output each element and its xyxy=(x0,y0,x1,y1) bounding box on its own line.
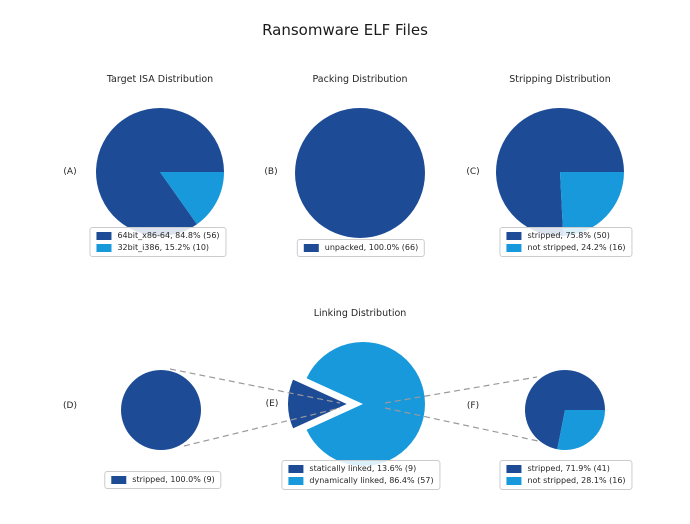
pie-D xyxy=(121,370,201,450)
pie-A-slice-32bit-i386 xyxy=(160,172,224,225)
pie-B xyxy=(295,108,425,238)
legend-item: 32bit_i386, 15.2% (10) xyxy=(96,243,219,253)
legend-item: unpacked, 100.0% (66) xyxy=(303,243,419,253)
subplot-title-A: Target ISA Distribution xyxy=(106,74,214,85)
legend-item: stripped, 75.8% (50) xyxy=(506,231,625,241)
pie-C xyxy=(495,108,624,237)
legend-swatch xyxy=(506,465,522,473)
panel-tag-C: (C) xyxy=(466,167,480,177)
legend-swatch xyxy=(506,232,522,240)
legend-label: stripped, 71.9% (41) xyxy=(527,464,610,473)
legend-label: statically linked, 13.6% (9) xyxy=(309,464,417,473)
subplot-title-B: Packing Distribution xyxy=(312,74,408,85)
legend-item: stripped, 100.0% (9) xyxy=(111,475,215,485)
legend-swatch xyxy=(288,465,304,473)
panel-tag-A: (A) xyxy=(63,167,77,177)
legend-item: not stripped, 28.1% (16) xyxy=(506,476,626,486)
panel-tag-B: (B) xyxy=(264,167,278,177)
zoom-connector-line xyxy=(183,407,341,447)
pie-F-slice-stripped xyxy=(525,369,605,450)
legend-item: 64bit_x86-64, 84.8% (56) xyxy=(96,231,220,241)
legend-A: 64bit_x86-64, 84.8% (56) 32bit_i386, 15.2… xyxy=(89,227,227,257)
zoom-connector-line xyxy=(384,407,539,442)
panel-tag-F: (F) xyxy=(466,401,480,411)
pie-A-slice-64bit-x86-64 xyxy=(95,108,224,237)
legend-item: dynamically linked, 86.4% (57) xyxy=(288,476,434,486)
legend-label: not stripped, 24.2% (16) xyxy=(527,243,626,252)
legend-swatch xyxy=(506,244,522,252)
panel-tag-D: (D) xyxy=(63,401,77,411)
legend-swatch xyxy=(96,232,112,240)
figure-title: Ransomware ELF Files xyxy=(262,21,428,39)
legend-F: stripped, 71.9% (41) not stripped, 28.1% … xyxy=(499,460,633,490)
legend-item: stripped, 71.9% (41) xyxy=(506,464,625,474)
legend-C: stripped, 75.8% (50) not stripped, 24.2% … xyxy=(499,227,633,257)
legend-E: statically linked, 13.6% (9) dynamically … xyxy=(281,460,441,490)
pie-E-slice-dynamically-linked xyxy=(306,342,425,466)
pie-A xyxy=(95,108,224,237)
legend-label: stripped, 75.8% (50) xyxy=(527,231,610,240)
legend-swatch xyxy=(303,244,319,252)
legend-swatch xyxy=(111,476,127,484)
legend-label: 32bit_i386, 15.2% (10) xyxy=(117,243,210,252)
legend-label: 64bit_x86-64, 84.8% (56) xyxy=(117,231,220,240)
pie-C-slice-stripped xyxy=(495,108,624,237)
zoom-connector-line xyxy=(169,368,341,404)
legend-label: stripped, 100.0% (9) xyxy=(132,475,215,484)
panel-tag-E: (E) xyxy=(265,399,279,409)
zoom-connector-line xyxy=(384,376,538,404)
pie-B-slice-unpacked xyxy=(295,108,425,238)
pie-F-slice-not-stripped xyxy=(557,410,605,450)
legend-swatch xyxy=(506,477,522,485)
pie-D-slice-stripped xyxy=(121,370,201,450)
legend-swatch xyxy=(96,244,112,252)
legend-D: stripped, 100.0% (9) xyxy=(104,471,222,489)
legend-B: unpacked, 100.0% (66) xyxy=(296,239,426,257)
legend-item: not stripped, 24.2% (16) xyxy=(506,243,626,253)
legend-swatch xyxy=(288,477,304,485)
legend-label: not stripped, 28.1% (16) xyxy=(527,476,626,485)
subplot-title-C: Stripping Distribution xyxy=(509,74,611,85)
legend-label: unpacked, 100.0% (66) xyxy=(324,243,419,252)
pie-E xyxy=(286,342,425,466)
legend-item: statically linked, 13.6% (9) xyxy=(288,464,433,474)
pie-F xyxy=(525,369,605,450)
pie-C-slice-not-stripped xyxy=(560,172,624,236)
legend-label: dynamically linked, 86.4% (57) xyxy=(309,476,434,485)
subplot-title-E: Linking Distribution xyxy=(313,308,407,319)
